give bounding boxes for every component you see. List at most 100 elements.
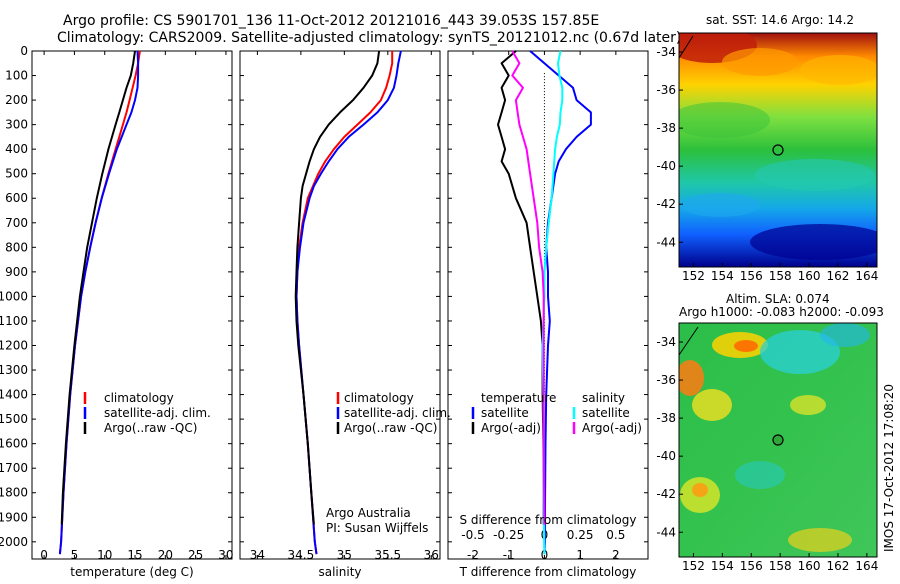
x-tick-label: 34 bbox=[250, 548, 265, 562]
depth-tick-label: 800 bbox=[5, 240, 28, 254]
map-x-tick-label: 152 bbox=[682, 559, 705, 573]
series-line bbox=[295, 50, 402, 555]
s-tick-label: 0.5 bbox=[606, 528, 625, 542]
series-line bbox=[497, 50, 545, 525]
map-x-tick-label: 154 bbox=[711, 559, 734, 573]
depth-tick-label: 2000 bbox=[0, 535, 28, 549]
sla-float-marker bbox=[772, 434, 784, 446]
depth-tick-label: 0 bbox=[20, 44, 28, 58]
x-tick-label: 30 bbox=[218, 548, 233, 562]
depth-tick-label: 400 bbox=[5, 142, 28, 156]
depth-tick-label: 1000 bbox=[0, 289, 28, 303]
legend-title-temperature: temperature bbox=[481, 391, 556, 405]
map-y-tick-label: -40 bbox=[656, 159, 676, 173]
sla-map-title-1: Altim. SLA: 0.074 bbox=[726, 292, 830, 306]
legend-label-climatology: climatology bbox=[344, 391, 414, 405]
coastline bbox=[679, 35, 694, 59]
x-tick-label: 35 bbox=[337, 548, 352, 562]
coastline bbox=[679, 326, 699, 356]
map-y-tick-label: -44 bbox=[656, 525, 676, 539]
sla-low-patch bbox=[820, 323, 870, 347]
depth-tick-label: 1900 bbox=[0, 510, 28, 524]
sst-map-title: sat. SST: 14.6 Argo: 14.2 bbox=[706, 13, 854, 27]
legend-label-climatology: climatology bbox=[104, 391, 174, 405]
x-tick-label: 0 bbox=[541, 548, 549, 562]
footer-stamp: IMOS 17-Oct-2012 17:08:20 bbox=[882, 384, 896, 552]
x-tick-label: 10 bbox=[97, 548, 112, 562]
map-y-tick-label: -44 bbox=[656, 235, 676, 249]
depth-tick-label: 1200 bbox=[0, 338, 28, 352]
depth-tick-label: 1800 bbox=[0, 486, 28, 500]
x-tick-label: 36 bbox=[424, 548, 439, 562]
map-x-tick-label: 154 bbox=[711, 269, 734, 283]
map-y-tick-label: -38 bbox=[656, 411, 676, 425]
sla-high-patch bbox=[679, 360, 704, 396]
series-line bbox=[58, 50, 141, 555]
map-x-tick-label: 162 bbox=[827, 559, 850, 573]
salinity-annotation-2: PI: Susan Wijffels bbox=[326, 521, 428, 535]
legend-label-satellite: satellite-adj. clim. bbox=[344, 406, 451, 420]
s-tick-label: -0.5 bbox=[461, 528, 484, 542]
legend-label-argo: Argo(..raw -QC) bbox=[104, 421, 197, 435]
depth-tick-label: 1100 bbox=[0, 314, 28, 328]
x-tick-label: 2 bbox=[612, 548, 620, 562]
sla-map-frame bbox=[678, 322, 878, 558]
x-tick-label: 0 bbox=[40, 548, 48, 562]
sst-map-frame bbox=[678, 32, 878, 268]
legend-label-t-satellite: satellite bbox=[481, 406, 529, 420]
sla-high-patch bbox=[788, 528, 852, 552]
depth-tick-label: 1600 bbox=[0, 437, 28, 451]
temperature-panel: 0 5 10 15 20 25 30 bbox=[40, 50, 234, 562]
map-y-tick-label: -34 bbox=[656, 335, 676, 349]
map-x-tick-label: 158 bbox=[769, 269, 792, 283]
salinity-xlabel: salinity bbox=[318, 565, 361, 579]
title-line-1: Argo profile: CS 5901701_136 11-Oct-2012… bbox=[63, 13, 599, 29]
depth-tick-label: 1400 bbox=[0, 388, 28, 402]
sla-high-patch bbox=[692, 483, 708, 497]
difference-legend: temperature satellite Argo(-adj) salinit… bbox=[471, 391, 642, 435]
x-tick-label: -1 bbox=[503, 548, 515, 562]
x-tick-label: 1 bbox=[576, 548, 584, 562]
s-tick-label: 0.25 bbox=[567, 528, 594, 542]
s-tick-label: -0.25 bbox=[493, 528, 524, 542]
depth-tick-label: 1700 bbox=[0, 461, 28, 475]
sst-map bbox=[679, 33, 877, 267]
temperature-legend: climatology satellite-adj. clim. Argo(..… bbox=[83, 391, 211, 435]
series-line bbox=[58, 50, 140, 555]
sst-green-patch bbox=[679, 102, 770, 138]
sla-high-patch bbox=[790, 395, 826, 415]
sst-cold-patch bbox=[750, 224, 877, 260]
x-tick-label: -2 bbox=[467, 548, 479, 562]
map-y-tick-label: -42 bbox=[656, 197, 676, 211]
map-x-tick-label: 156 bbox=[740, 559, 763, 573]
sst-map-ticks: 152 154 156 158 160 162 164 -34 -36 -38 -40 -42 -44 bbox=[656, 45, 878, 283]
difference-axes bbox=[447, 50, 649, 560]
map-x-tick-label: 164 bbox=[855, 559, 878, 573]
salinity-annotation-1: Argo Australia bbox=[326, 506, 411, 520]
map-x-tick-label: 164 bbox=[855, 269, 878, 283]
x-tick-label: 20 bbox=[158, 548, 173, 562]
difference-xlabel: T difference from climatology bbox=[459, 565, 637, 579]
map-x-tick-label: 156 bbox=[740, 269, 763, 283]
map-x-tick-label: 160 bbox=[798, 559, 821, 573]
x-tick-label: 5 bbox=[71, 548, 79, 562]
map-y-tick-label: -38 bbox=[656, 121, 676, 135]
map-y-tick-label: -42 bbox=[656, 487, 676, 501]
map-x-tick-label: 162 bbox=[827, 269, 850, 283]
sst-cool-patch bbox=[680, 193, 760, 217]
sla-low-patch bbox=[760, 330, 840, 374]
salinity-panel: 34 34.5 35 35.5 36 bbox=[250, 50, 439, 562]
sst-float-marker bbox=[772, 144, 784, 156]
difference-panel: -2 -1 0 1 2-0.5 -0.25 0 0.25 0.5 bbox=[461, 50, 625, 562]
map-y-tick-label: -34 bbox=[656, 45, 676, 59]
series-line bbox=[60, 50, 136, 525]
depth-tick-label: 1300 bbox=[0, 363, 28, 377]
salinity-legend: climatology satellite-adj. clim. Argo(..… bbox=[336, 391, 451, 435]
legend-label-s-argo: Argo(-adj) bbox=[582, 421, 642, 435]
sst-cool-patch bbox=[755, 159, 875, 191]
sla-map-title-2: Argo h1000: -0.083 h2000: -0.093 bbox=[679, 305, 884, 319]
map-y-tick-label: -40 bbox=[656, 449, 676, 463]
sla-high-patch bbox=[734, 340, 758, 352]
series-line bbox=[529, 50, 592, 555]
